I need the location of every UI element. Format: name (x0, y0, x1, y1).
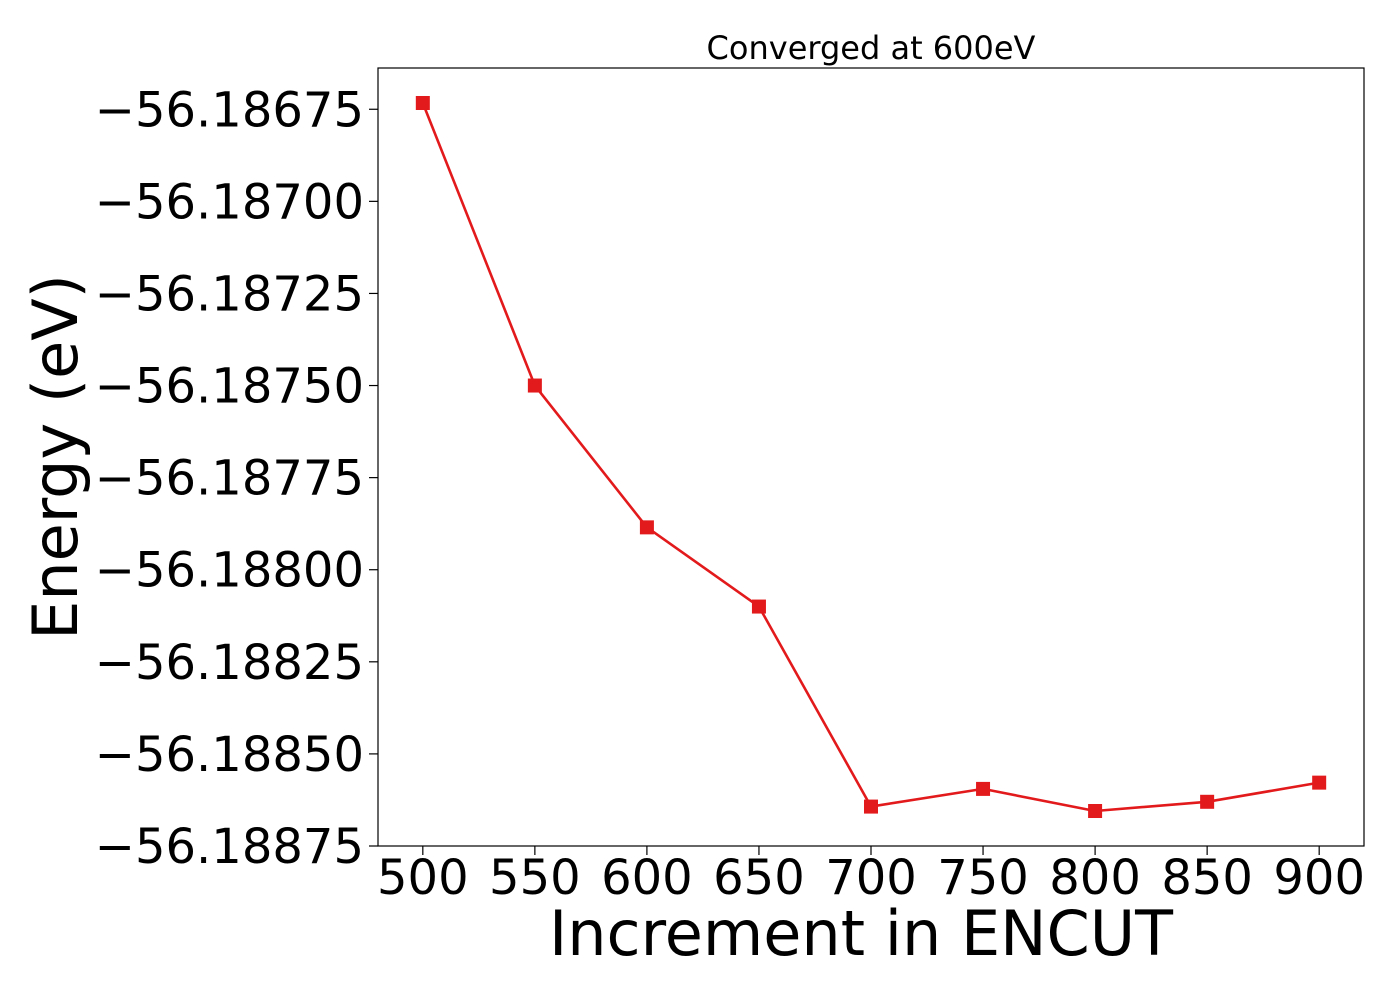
x-axis-label: Increment in ENCUT (549, 897, 1174, 970)
x-tick-label: 850 (1161, 850, 1253, 906)
data-point-marker (751, 599, 766, 614)
data-point-marker (527, 378, 542, 393)
chart-title: Converged at 600eV (707, 29, 1036, 67)
x-tick-label: 600 (601, 850, 693, 906)
y-tick-label: −56.18725 (95, 266, 364, 322)
data-point-marker (976, 781, 991, 796)
data-point-marker (639, 520, 654, 535)
y-tick-label: −56.18825 (95, 635, 364, 691)
x-tick-label: 900 (1273, 850, 1365, 906)
y-axis-label: Energy (eV) (19, 274, 92, 640)
x-tick-label: 650 (713, 850, 805, 906)
data-point-marker (1088, 804, 1103, 819)
data-point-marker (415, 95, 430, 110)
series-line (421, 102, 1320, 813)
data-point-marker (864, 799, 878, 814)
x-tick-label: 500 (377, 850, 469, 906)
series-group (415, 95, 1327, 819)
y-tick-label: −56.18750 (95, 359, 364, 415)
x-tick-label: 550 (489, 850, 581, 906)
plot-area (377, 67, 1365, 847)
y-tick-label: −56.18800 (95, 543, 364, 599)
x-axis: 500 550 600 650 700 750 800 850 900 (377, 846, 1365, 906)
y-tick-label: −56.18850 (95, 727, 364, 783)
x-tick-label: 800 (1049, 850, 1141, 906)
y-tick-label: −56.18675 (95, 82, 364, 138)
y-tick-label: −56.18775 (95, 451, 364, 507)
y-tick-label: −56.18700 (95, 174, 364, 230)
x-tick-label: 750 (937, 850, 1029, 906)
y-axis: −56.18675 −56.18700 −56.18725 −56.18750 −56.… (95, 82, 378, 875)
y-tick-label: −56.18875 (95, 819, 364, 875)
data-point-marker (1312, 775, 1327, 790)
data-point-marker (1200, 794, 1215, 809)
x-tick-label: 700 (825, 850, 917, 906)
